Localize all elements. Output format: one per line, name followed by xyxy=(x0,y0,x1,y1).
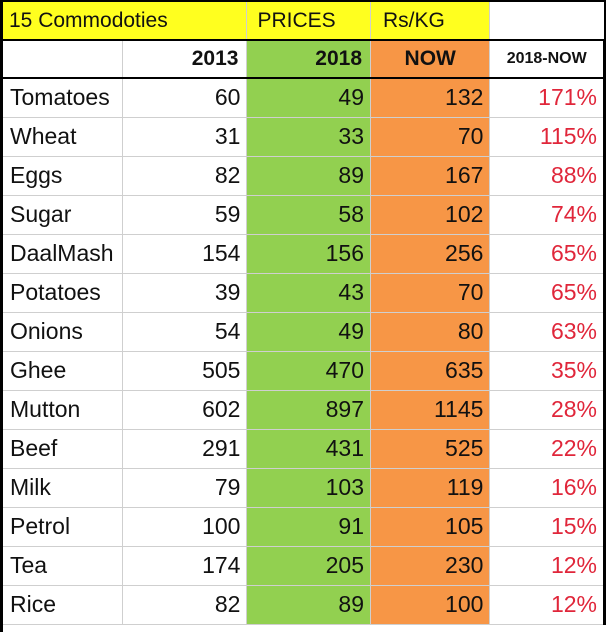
table-row: Mutton 602 897 1145 28% xyxy=(3,390,606,430)
price-now: 70 xyxy=(370,117,491,157)
change-2018-now: 16% xyxy=(489,468,606,508)
change-2018-now: 63% xyxy=(489,312,606,352)
title-unit: Rs/KG xyxy=(370,2,491,41)
change-2018-now: 28% xyxy=(489,390,606,430)
price-now: 70 xyxy=(370,273,491,313)
price-now: 132 xyxy=(370,78,491,118)
price-2018: 431 xyxy=(246,429,371,469)
price-2013: 100 xyxy=(122,507,248,547)
price-2018: 89 xyxy=(246,585,371,625)
header-row: 2013 2018 NOW 2018-NOW xyxy=(3,40,606,79)
table-row: Sugar 59 58 102 74% xyxy=(3,195,606,235)
commodity-price-table: 15 Commodoties PRICES Rs/KG 2013 2018 NO… xyxy=(3,2,606,625)
price-now: 167 xyxy=(370,156,491,196)
price-2018: 897 xyxy=(246,390,371,430)
price-2013: 602 xyxy=(122,390,248,430)
commodity-name: Mutton xyxy=(3,390,124,430)
change-2018-now: 88% xyxy=(489,156,606,196)
commodity-name: Ghee xyxy=(3,351,124,391)
commodity-name: Sugar xyxy=(3,195,124,235)
price-now: 102 xyxy=(370,195,491,235)
price-2013: 82 xyxy=(122,585,248,625)
commodity-name: Onions xyxy=(3,312,124,352)
change-2018-now: 65% xyxy=(489,273,606,313)
commodity-name: Wheat xyxy=(3,117,124,157)
price-2018: 103 xyxy=(246,468,371,508)
change-2018-now: 74% xyxy=(489,195,606,235)
price-now: 80 xyxy=(370,312,491,352)
commodity-name: Potatoes xyxy=(3,273,124,313)
price-2018: 43 xyxy=(246,273,371,313)
commodity-name: DaalMash xyxy=(3,234,124,274)
title-row: 15 Commodoties PRICES Rs/KG xyxy=(3,2,606,41)
price-2018: 33 xyxy=(246,117,371,157)
table-row: Milk 79 103 119 16% xyxy=(3,468,606,508)
price-2018: 58 xyxy=(246,195,371,235)
price-2013: 154 xyxy=(122,234,248,274)
table-row: Onions 54 49 80 63% xyxy=(3,312,606,352)
title-blank-cell xyxy=(489,2,606,41)
header-empty-cell xyxy=(3,40,124,79)
table-row: Potatoes 39 43 70 65% xyxy=(3,273,606,313)
price-now: 1145 xyxy=(370,390,491,430)
price-2018: 89 xyxy=(246,156,371,196)
price-now: 119 xyxy=(370,468,491,508)
price-now: 100 xyxy=(370,585,491,625)
commodity-name: Beef xyxy=(3,429,124,469)
table-row: DaalMash 154 156 256 65% xyxy=(3,234,606,274)
price-2018: 470 xyxy=(246,351,371,391)
change-2018-now: 65% xyxy=(489,234,606,274)
price-now: 635 xyxy=(370,351,491,391)
table-row: Tomatoes 60 49 132 171% xyxy=(3,78,606,118)
table-row: Petrol 100 91 105 15% xyxy=(3,507,606,547)
price-now: 525 xyxy=(370,429,491,469)
price-2013: 505 xyxy=(122,351,248,391)
commodity-name: Milk xyxy=(3,468,124,508)
price-2018: 205 xyxy=(246,546,371,586)
change-2018-now: 12% xyxy=(489,546,606,586)
price-now: 105 xyxy=(370,507,491,547)
commodity-name: Petrol xyxy=(3,507,124,547)
price-2013: 82 xyxy=(122,156,248,196)
price-2018: 91 xyxy=(246,507,371,547)
header-2018: 2018 xyxy=(246,40,371,79)
table-row: Tea 174 205 230 12% xyxy=(3,546,606,586)
commodity-name: Tea xyxy=(3,546,124,586)
price-2013: 60 xyxy=(122,78,248,118)
header-2013: 2013 xyxy=(122,40,248,79)
price-2018: 49 xyxy=(246,78,371,118)
price-2013: 59 xyxy=(122,195,248,235)
title-prices: PRICES xyxy=(246,2,371,41)
table-row: Beef 291 431 525 22% xyxy=(3,429,606,469)
commodity-name: Tomatoes xyxy=(3,78,124,118)
table-row: Rice 82 89 100 12% xyxy=(3,585,606,625)
table-row: Ghee 505 470 635 35% xyxy=(3,351,606,391)
header-change: 2018-NOW xyxy=(489,40,606,79)
table-row: Eggs 82 89 167 88% xyxy=(3,156,606,196)
price-2018: 49 xyxy=(246,312,371,352)
price-2013: 174 xyxy=(122,546,248,586)
header-now: NOW xyxy=(370,40,491,79)
price-2013: 31 xyxy=(122,117,248,157)
change-2018-now: 115% xyxy=(489,117,606,157)
price-now: 230 xyxy=(370,546,491,586)
price-2018: 156 xyxy=(246,234,371,274)
change-2018-now: 12% xyxy=(489,585,606,625)
change-2018-now: 15% xyxy=(489,507,606,547)
change-2018-now: 22% xyxy=(489,429,606,469)
change-2018-now: 171% xyxy=(489,78,606,118)
change-2018-now: 35% xyxy=(489,351,606,391)
title-label: 15 Commodoties xyxy=(3,2,248,41)
commodity-name: Rice xyxy=(3,585,124,625)
price-now: 256 xyxy=(370,234,491,274)
price-2013: 39 xyxy=(122,273,248,313)
price-2013: 54 xyxy=(122,312,248,352)
table-row: Wheat 31 33 70 115% xyxy=(3,117,606,157)
commodity-name: Eggs xyxy=(3,156,124,196)
price-2013: 79 xyxy=(122,468,248,508)
price-2013: 291 xyxy=(122,429,248,469)
